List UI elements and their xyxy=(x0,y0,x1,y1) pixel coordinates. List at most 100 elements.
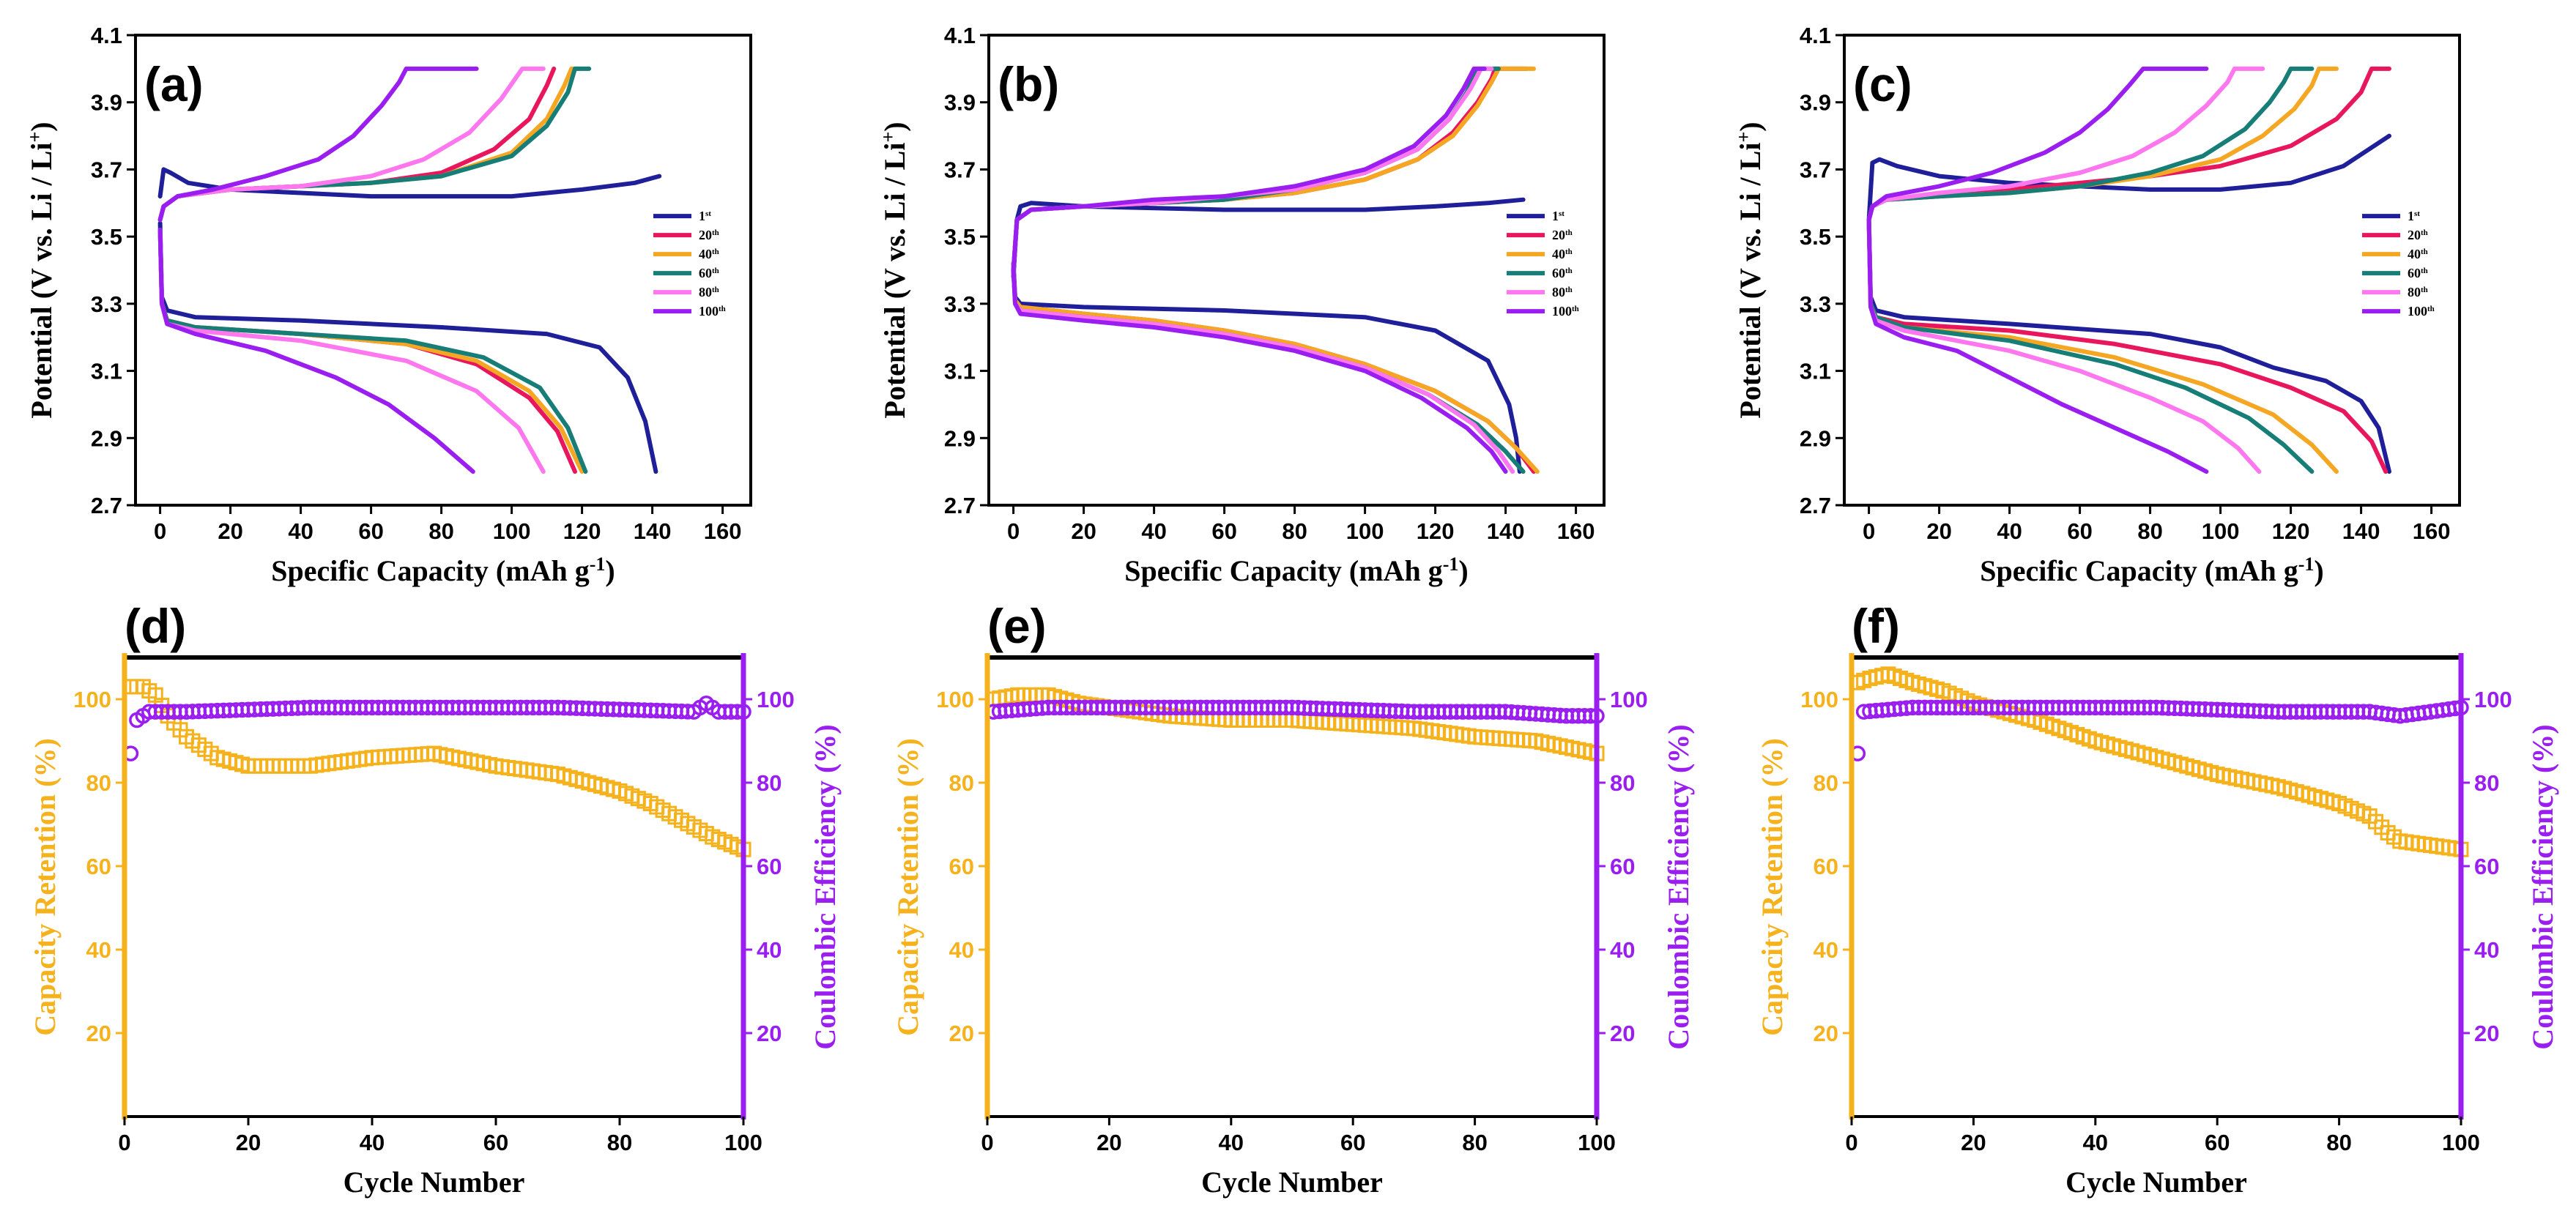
y-tick-label: 4.1 xyxy=(1800,23,1831,48)
y-tick-label: 2.7 xyxy=(1800,493,1831,518)
x-tick-label: 40 xyxy=(2083,1130,2108,1155)
y-tick-label: 2.7 xyxy=(944,493,976,518)
x-tick-label: 100 xyxy=(493,518,531,544)
series-100-charge-line xyxy=(1011,66,1487,272)
series-1-discharge-line xyxy=(1866,217,2391,474)
y-tick-label: 3.1 xyxy=(1800,359,1831,384)
x-tick-label: 20 xyxy=(236,1130,261,1155)
plot-frame xyxy=(134,34,752,507)
x-tick-label: 40 xyxy=(1997,518,2022,544)
y-tick-label: 3.3 xyxy=(944,291,976,317)
x-tick-label: 0 xyxy=(1863,518,1875,544)
x-tick-label: 160 xyxy=(1557,518,1595,544)
y-tick-label: 3.5 xyxy=(1800,224,1831,250)
x-tick-label: 120 xyxy=(2272,518,2310,544)
x-tick-label: 100 xyxy=(1346,518,1384,544)
legend-entry: 60th xyxy=(699,266,719,280)
legend-entry: 100th xyxy=(1552,304,1579,318)
x-axis-label: Cycle Number xyxy=(1201,1166,1383,1199)
series-100-discharge-line xyxy=(1011,268,1508,474)
series-20-discharge-line xyxy=(157,228,577,474)
legend-entry: 40th xyxy=(2408,247,2428,261)
x-tick-label: 120 xyxy=(1417,518,1455,544)
x-tick-label: 160 xyxy=(704,518,742,544)
plot-frame xyxy=(987,34,1606,507)
y-tick-label: 20 xyxy=(86,1021,111,1046)
panel-label: (d) xyxy=(125,599,186,653)
y-tick-label: 60 xyxy=(86,854,111,879)
series-40-discharge-line xyxy=(157,228,584,474)
legend-entry: 60th xyxy=(1552,266,1573,280)
y-tick-label: 40 xyxy=(1814,937,1838,963)
y2-axis-label: Coulombic Efficiency (%) xyxy=(809,724,842,1049)
x-tick-label: 20 xyxy=(1926,518,1951,544)
y2-tick-label: 100 xyxy=(757,687,795,712)
x-tick-label: 0 xyxy=(154,518,166,544)
y2-tick-label: 40 xyxy=(1610,937,1635,963)
legend-entry: 100th xyxy=(699,304,726,318)
series-100-discharge-line xyxy=(157,228,475,474)
x-axis-label: Cycle Number xyxy=(2065,1166,2247,1199)
x-tick-label: 40 xyxy=(288,518,313,544)
y-tick-label: 3.5 xyxy=(91,224,122,250)
x-tick-label: 60 xyxy=(2067,518,2092,544)
y-tick-label: 40 xyxy=(86,937,111,963)
series-80-charge-line xyxy=(1866,66,2265,223)
legend-entry: 20th xyxy=(1552,228,1573,242)
y-tick-label: 2.9 xyxy=(1800,425,1831,451)
series-1-discharge-line xyxy=(157,220,658,474)
series-60-discharge-line xyxy=(1011,268,1526,474)
panel-label: (b) xyxy=(998,57,1059,111)
panel-label: (f) xyxy=(1852,599,1900,653)
x-tick-label: 120 xyxy=(563,518,601,544)
y-tick-label: 40 xyxy=(949,937,974,963)
y-axis-label: Capacity Retention (%) xyxy=(891,738,924,1036)
x-tick-label: 60 xyxy=(2205,1130,2230,1155)
y2-tick-label: 100 xyxy=(2474,687,2512,712)
x-tick-label: 60 xyxy=(483,1130,508,1155)
y-tick-label: 2.9 xyxy=(91,425,122,451)
series-80-charge-line xyxy=(1011,66,1494,272)
series-40-discharge-line xyxy=(1011,268,1540,474)
chart-panel-2: 0 20 40 60 80 100 120 140 160 2.7 2.9 3.1 3.3 3.5 3.7 3… xyxy=(1733,23,2461,587)
y-tick-label: 3.7 xyxy=(1800,157,1831,182)
y-tick-label: 100 xyxy=(936,687,974,712)
y2-tick-label: 80 xyxy=(2474,770,2499,796)
y-tick-label: 2.7 xyxy=(91,493,122,518)
x-tick-label: 40 xyxy=(1141,518,1166,544)
x-tick-label: 60 xyxy=(1340,1130,1365,1155)
legend-entry: 1st xyxy=(699,209,711,223)
series-100-charge-line xyxy=(1866,66,2209,223)
x-tick-label: 40 xyxy=(1219,1130,1244,1155)
x-tick-label: 80 xyxy=(607,1130,632,1155)
y-tick-label: 20 xyxy=(1814,1021,1838,1046)
x-tick-label: 60 xyxy=(1211,518,1236,544)
x-tick-label: 80 xyxy=(2326,1130,2351,1155)
x-axis-label: Cycle Number xyxy=(344,1166,525,1199)
y2-tick-label: 20 xyxy=(757,1021,782,1046)
y-tick-label: 3.3 xyxy=(91,291,122,317)
y-tick-label: 4.1 xyxy=(91,23,122,48)
series-60-charge-line xyxy=(1011,66,1501,272)
y-tick-label: 2.9 xyxy=(944,425,976,451)
y2-tick-label: 60 xyxy=(2474,854,2499,879)
series-80-discharge-line xyxy=(1011,268,1515,474)
y2-tick-label: 60 xyxy=(1610,854,1635,879)
series-20-charge-line xyxy=(1011,66,1529,272)
y-tick-label: 3.7 xyxy=(91,157,122,182)
x-tick-label: 60 xyxy=(358,518,383,544)
series-1-charge-line xyxy=(1011,197,1526,280)
legend-entry: 20th xyxy=(2408,228,2428,242)
x-tick-label: 100 xyxy=(2442,1130,2480,1155)
legend-entry: 80th xyxy=(2408,285,2428,299)
y-tick-label: 80 xyxy=(86,770,111,796)
x-axis-label: Specific Capacity (mAh g-1) xyxy=(1124,554,1468,588)
legend-entry: 80th xyxy=(1552,285,1573,299)
legend-entry: 60th xyxy=(2408,266,2428,280)
y-tick-label: 3.5 xyxy=(944,224,976,250)
chart-panel-4: 0 20 40 60 80 100 20 40 60 80 100 20 40 60 80 100 Cycle … xyxy=(891,599,1695,1199)
y2-tick-label: 100 xyxy=(1610,687,1648,712)
legend-entry: 1st xyxy=(1552,209,1564,223)
y-tick-label: 60 xyxy=(949,854,974,879)
